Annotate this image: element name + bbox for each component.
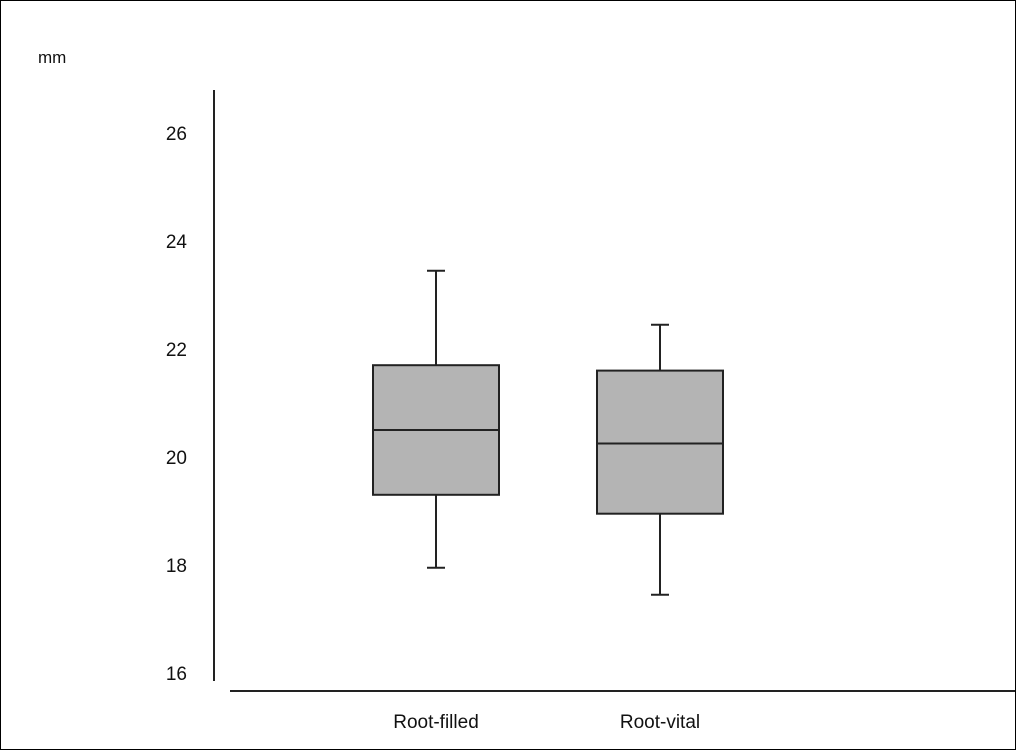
y-tick-label: 24 (166, 232, 188, 253)
y-axis-unit-label: mm (38, 48, 66, 67)
box-root-filled (372, 269, 500, 569)
y-tick-label: 20 (166, 448, 187, 469)
y-tick-labels: 16 18 20 22 24 26 (166, 124, 188, 685)
y-tick-label: 26 (166, 124, 187, 145)
y-tick-label: 22 (166, 340, 187, 361)
y-tick-label: 16 (166, 664, 187, 685)
box-series (372, 269, 724, 596)
x-category-label: Root-vital (620, 712, 700, 733)
x-category-label: Root-filled (393, 712, 479, 733)
iqr-box (596, 369, 724, 515)
y-tick-label: 18 (166, 556, 187, 577)
box-root-vital (596, 323, 724, 596)
x-category-labels: Root-filled Root-vital (393, 712, 700, 733)
